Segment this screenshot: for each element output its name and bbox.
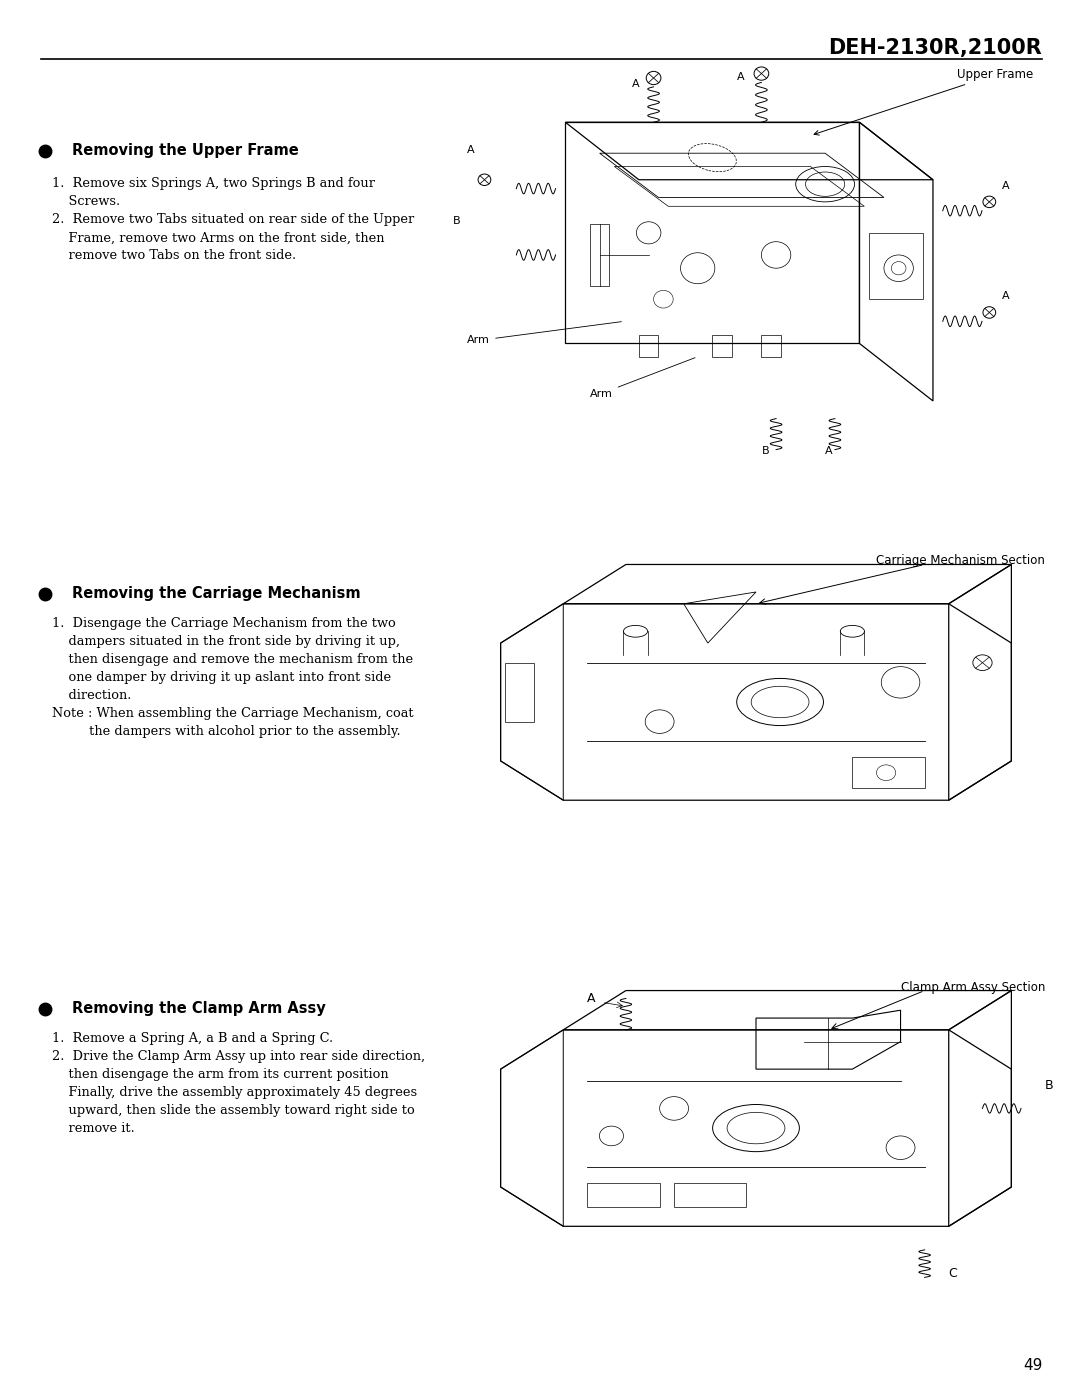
Bar <box>505 662 535 722</box>
Text: B: B <box>1045 1078 1054 1092</box>
Bar <box>852 757 924 788</box>
Text: Carriage Mechanism Section: Carriage Mechanism Section <box>876 555 1045 567</box>
Bar <box>674 1183 746 1207</box>
Bar <box>588 1183 660 1207</box>
Text: B: B <box>761 446 769 455</box>
Text: 49: 49 <box>1023 1358 1042 1373</box>
Text: A: A <box>1001 180 1009 190</box>
Text: 1.  Disengage the Carriage Mechanism from the two
    dampers situated in the fr: 1. Disengage the Carriage Mechanism from… <box>52 617 414 739</box>
Text: Removing the Upper Frame: Removing the Upper Frame <box>72 144 299 158</box>
Text: 1.  Remove six Springs A, two Springs B and four
    Screws.
2.  Remove two Tabs: 1. Remove six Springs A, two Springs B a… <box>52 177 414 263</box>
Text: Removing the Clamp Arm Assy: Removing the Clamp Arm Assy <box>72 1002 326 1016</box>
Text: A: A <box>632 78 639 89</box>
Text: A: A <box>468 145 475 155</box>
Bar <box>869 233 923 299</box>
Bar <box>590 224 609 286</box>
Text: Arm: Arm <box>590 358 696 398</box>
Text: Arm: Arm <box>468 321 621 345</box>
Text: DEH-2130R,2100R: DEH-2130R,2100R <box>828 38 1042 57</box>
Text: C: C <box>948 1267 958 1281</box>
Text: A: A <box>825 446 833 455</box>
Text: B: B <box>453 217 460 226</box>
Bar <box>761 335 781 356</box>
Text: Upper Frame: Upper Frame <box>814 68 1034 136</box>
Bar <box>639 335 659 356</box>
Text: A: A <box>737 73 744 82</box>
Text: 1.  Remove a Spring A, a B and a Spring C.
2.  Drive the Clamp Arm Assy up into : 1. Remove a Spring A, a B and a Spring C… <box>52 1032 424 1136</box>
Bar <box>713 335 732 356</box>
Text: A: A <box>588 992 596 1006</box>
Text: A: A <box>1001 291 1009 302</box>
Text: Clamp Arm Assy Section: Clamp Arm Assy Section <box>901 981 1045 993</box>
Text: Removing the Carriage Mechanism: Removing the Carriage Mechanism <box>72 587 361 601</box>
